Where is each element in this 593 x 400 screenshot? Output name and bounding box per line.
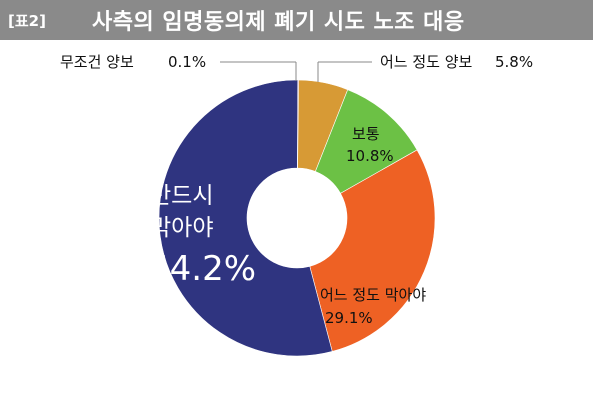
value-somewhat-yield: 5.8% bbox=[495, 53, 533, 71]
label-must-block-line2: 막아야 bbox=[150, 215, 213, 241]
donut-hole bbox=[247, 168, 347, 268]
slice-must-block bbox=[158, 79, 333, 357]
value-neutral: 10.8% bbox=[346, 147, 394, 165]
label-somewhat-yield: 어느 정도 양보 bbox=[380, 53, 473, 71]
label-unconditional-yield: 무조건 양보 bbox=[60, 53, 134, 71]
figure-tag: [표2] bbox=[8, 11, 46, 30]
value-must-block: 54.2% bbox=[148, 249, 256, 289]
title-bar: [표2] 사측의 임명동의제 폐기 시도 노조 대응 bbox=[0, 0, 593, 40]
donut-chart: 무조건 양보 0.1% 어느 정도 양보 5.8% 보통 10.8% 어느 정도… bbox=[60, 53, 533, 357]
label-somewhat-block: 어느 정도 막아야 bbox=[320, 286, 426, 304]
slice-group bbox=[158, 79, 436, 357]
chart-title: 사측의 임명동의제 폐기 시도 노조 대응 bbox=[92, 10, 465, 35]
value-unconditional-yield: 0.1% bbox=[168, 53, 206, 71]
label-must-block-line1: 반드시 bbox=[150, 183, 213, 209]
value-somewhat-block: 29.1% bbox=[325, 309, 373, 327]
label-neutral: 보통 bbox=[352, 125, 380, 143]
